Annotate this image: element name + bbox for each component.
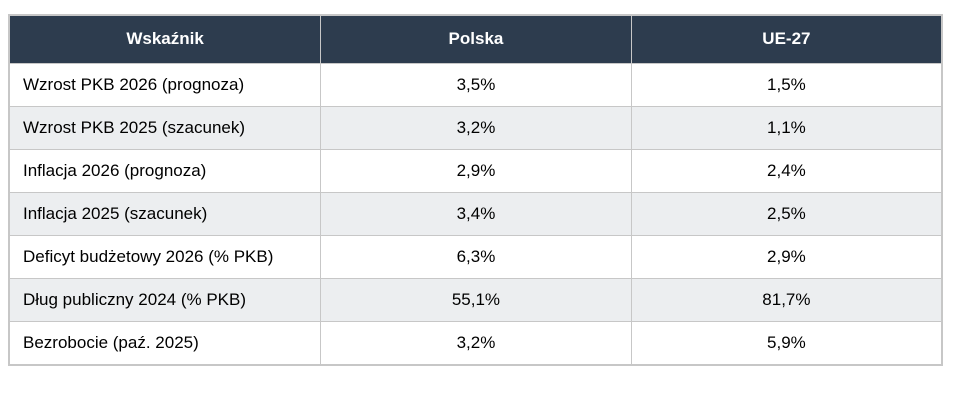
page: Wskaźnik Polska UE-27 Wzrost PKB 2026 (p… bbox=[8, 14, 943, 366]
ue27-value-cell: 2,5% bbox=[630, 191, 943, 236]
ue27-value-cell: 5,9% bbox=[630, 320, 943, 365]
ue27-value-cell: 2,4% bbox=[630, 148, 943, 193]
indicators-table: Wskaźnik Polska UE-27 Wzrost PKB 2026 (p… bbox=[8, 14, 943, 366]
column-header-ue27: UE-27 bbox=[630, 14, 943, 64]
indicator-cell: Inflacja 2026 (prognoza) bbox=[8, 148, 322, 193]
table-header-row: Wskaźnik Polska UE-27 bbox=[8, 14, 943, 64]
ue27-value-cell: 81,7% bbox=[630, 277, 943, 322]
table-row: Deficyt budżetowy 2026 (% PKB) 6,3% 2,9% bbox=[8, 234, 943, 279]
column-header-wskaznik: Wskaźnik bbox=[8, 14, 322, 64]
polska-value-cell: 6,3% bbox=[320, 234, 632, 279]
table-row: Inflacja 2026 (prognoza) 2,9% 2,4% bbox=[8, 148, 943, 193]
table-row: Wzrost PKB 2026 (prognoza) 3,5% 1,5% bbox=[8, 62, 943, 107]
table-row: Inflacja 2025 (szacunek) 3,4% 2,5% bbox=[8, 191, 943, 236]
indicator-cell: Dług publiczny 2024 (% PKB) bbox=[8, 277, 322, 322]
column-header-polska: Polska bbox=[320, 14, 632, 64]
indicator-cell: Wzrost PKB 2026 (prognoza) bbox=[8, 62, 322, 107]
table-row: Wzrost PKB 2025 (szacunek) 3,2% 1,1% bbox=[8, 105, 943, 150]
polska-value-cell: 3,4% bbox=[320, 191, 632, 236]
polska-value-cell: 2,9% bbox=[320, 148, 632, 193]
table-row: Bezrobocie (paź. 2025) 3,2% 5,9% bbox=[8, 320, 943, 365]
table-row: Dług publiczny 2024 (% PKB) 55,1% 81,7% bbox=[8, 277, 943, 322]
ue27-value-cell: 1,1% bbox=[630, 105, 943, 150]
ue27-value-cell: 2,9% bbox=[630, 234, 943, 279]
polska-value-cell: 3,5% bbox=[320, 62, 632, 107]
indicator-cell: Deficyt budżetowy 2026 (% PKB) bbox=[8, 234, 322, 279]
indicator-cell: Bezrobocie (paź. 2025) bbox=[8, 320, 322, 365]
table-body: Wzrost PKB 2026 (prognoza) 3,5% 1,5% Wzrost… bbox=[8, 62, 943, 365]
polska-value-cell: 3,2% bbox=[320, 105, 632, 150]
ue27-value-cell: 1,5% bbox=[630, 62, 943, 107]
polska-value-cell: 55,1% bbox=[320, 277, 632, 322]
indicator-cell: Inflacja 2025 (szacunek) bbox=[8, 191, 322, 236]
polska-value-cell: 3,2% bbox=[320, 320, 632, 365]
indicator-cell: Wzrost PKB 2025 (szacunek) bbox=[8, 105, 322, 150]
